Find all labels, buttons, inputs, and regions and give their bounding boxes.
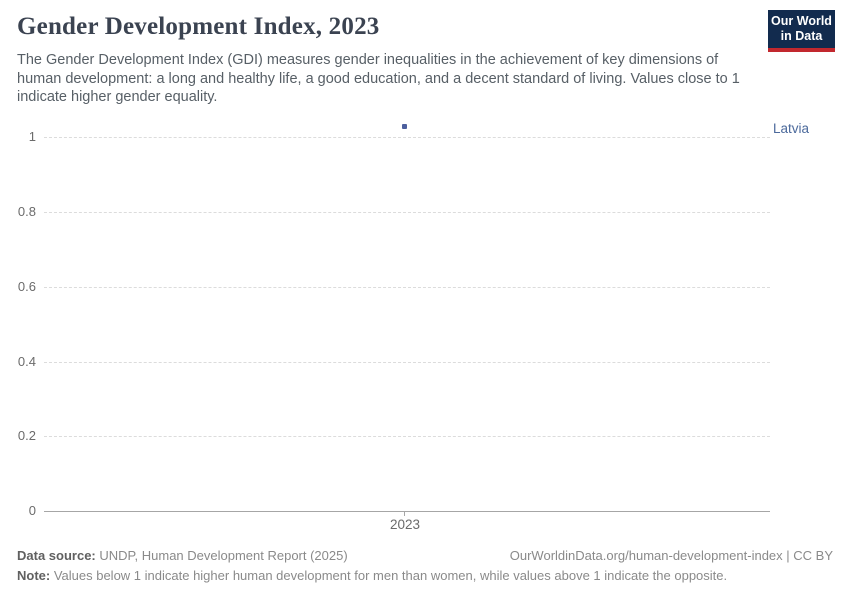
page-title: Gender Development Index, 2023 (17, 13, 380, 40)
y-tick-label-0: 0 (28, 503, 36, 518)
x-tick-mark-2023 (404, 511, 405, 516)
y-tick-label-0-6: 0.6 (17, 279, 36, 294)
chart-subtitle: The Gender Development Index (GDI) measu… (17, 52, 740, 105)
x-tick-label-2023: 2023 (389, 517, 421, 532)
attribution-link[interactable]: OurWorldinData.org/human-development-ind… (509, 548, 833, 563)
y-tick-label-1: 1 (28, 129, 36, 144)
gridline-0-6 (44, 287, 770, 288)
gridline-0-8 (44, 212, 770, 213)
data-source-label: Data source: (17, 548, 96, 563)
note-text: Values below 1 indicate higher human dev… (50, 568, 728, 583)
y-tick-label-0-2: 0.2 (17, 428, 36, 443)
logo-text-line1: Our World (771, 14, 832, 28)
x-axis-line (44, 511, 770, 512)
gridline-1 (44, 137, 770, 138)
gridline-0-2 (44, 436, 770, 437)
data-source-value: UNDP, Human Development Report (2025) (95, 548, 348, 563)
logo-text-line2: in Data (780, 29, 823, 43)
owid-logo[interactable]: Our World in Data (768, 10, 835, 52)
data-point-latvia[interactable] (402, 124, 407, 129)
footer-note: Note: Values below 1 indicate higher hum… (17, 568, 833, 583)
data-source-text: Data source: UNDP, Human Development Rep… (17, 548, 348, 563)
y-tick-label-0-4: 0.4 (17, 354, 36, 369)
y-tick-label-0-8: 0.8 (17, 204, 36, 219)
gridline-0-4 (44, 362, 770, 363)
footer-row: Data source: UNDP, Human Development Rep… (17, 548, 833, 563)
entity-label-latvia[interactable]: Latvia (773, 121, 810, 136)
note-label: Note: (17, 568, 51, 583)
